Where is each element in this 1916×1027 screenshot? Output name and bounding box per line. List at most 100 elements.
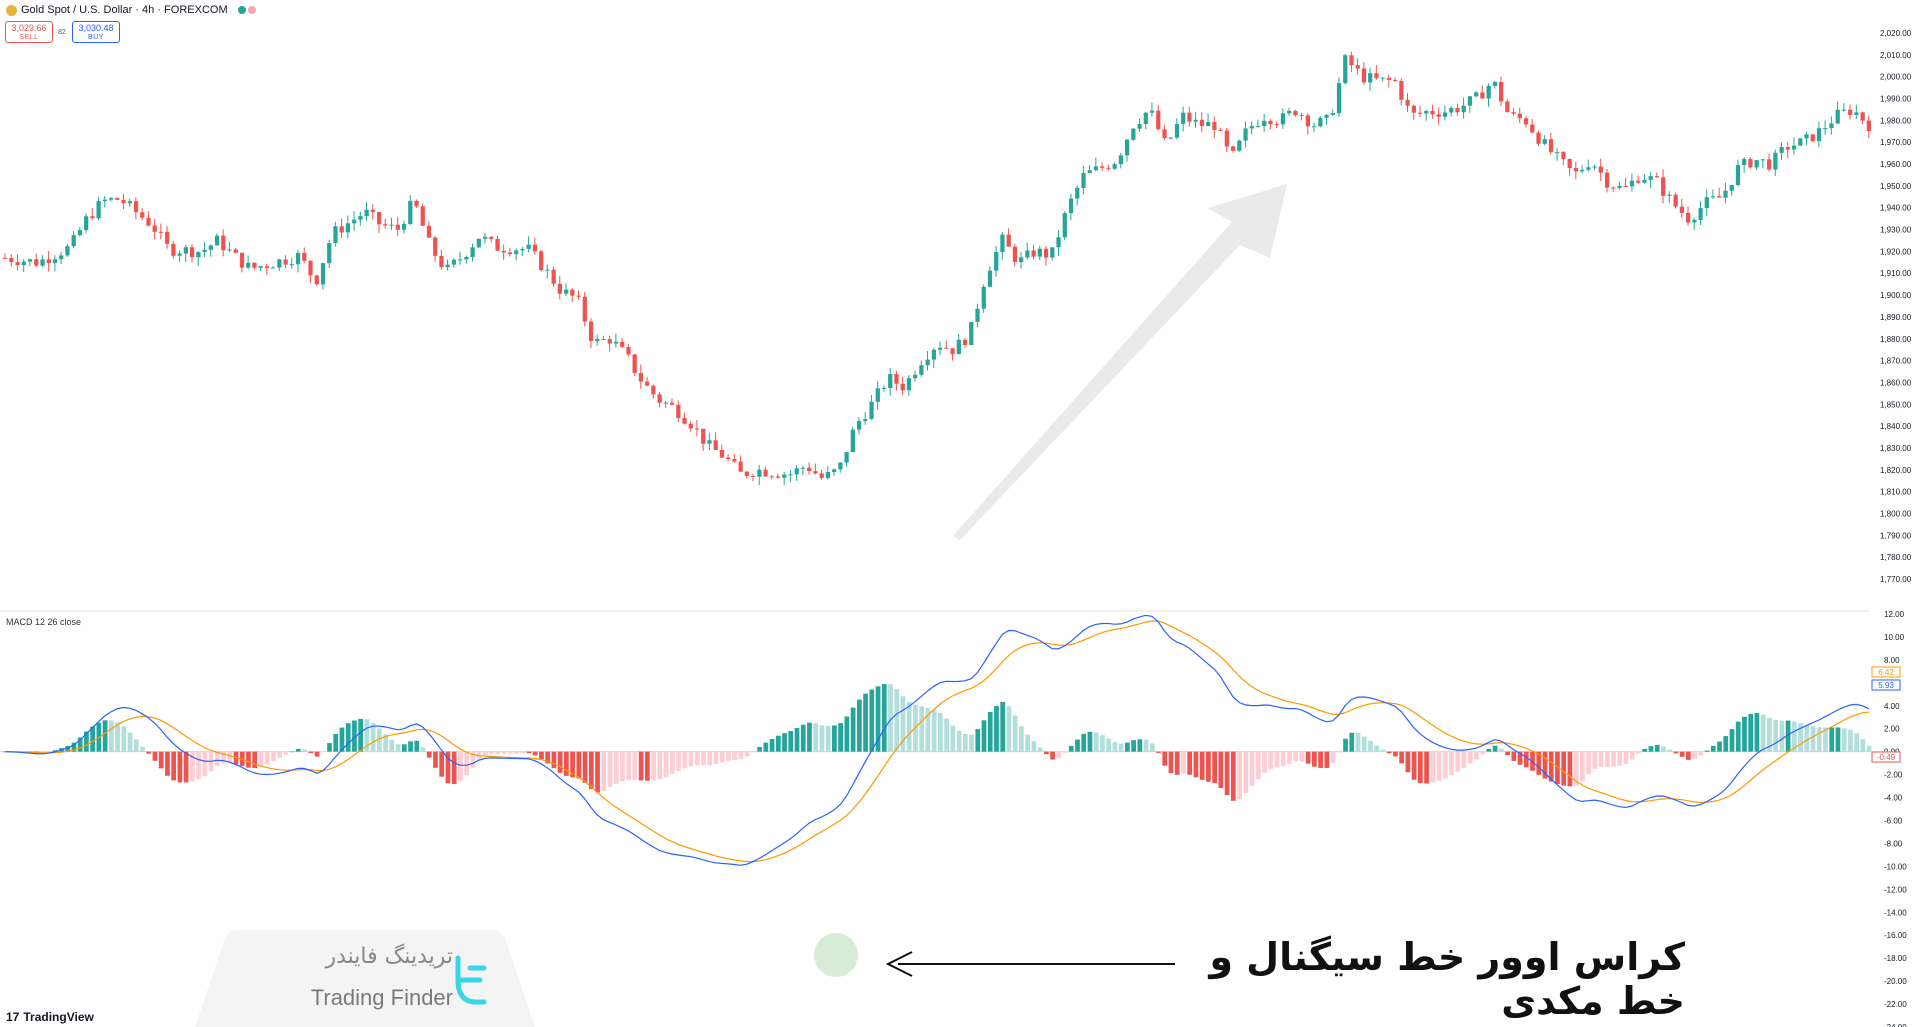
histogram-bar: [414, 740, 420, 752]
candle-body: [1810, 134, 1815, 142]
histogram-bar: [1642, 748, 1648, 752]
candle-body: [1100, 166, 1105, 168]
candle-body: [21, 261, 26, 266]
candle-body: [426, 225, 432, 238]
candle-body: [1336, 83, 1342, 114]
candle-body: [183, 247, 188, 254]
histogram-bar: [863, 693, 868, 752]
candle-body: [1860, 112, 1865, 121]
histogram-bar: [115, 722, 120, 752]
crossover-highlight: [814, 933, 858, 977]
symbol-title[interactable]: Gold Spot / U.S. Dollar · 4h · FOREXCOM: [21, 4, 228, 16]
tradingview-logo[interactable]: 17 TradingView: [6, 1010, 94, 1024]
histogram-bar: [1742, 716, 1747, 752]
histogram-bar: [470, 751, 476, 769]
histogram-bar: [246, 751, 251, 768]
symbol-header[interactable]: Gold Spot / U.S. Dollar · 4h · FOREXCOM: [6, 4, 256, 16]
histogram-bar: [171, 751, 177, 781]
candle-body: [626, 347, 631, 355]
candle-body: [1168, 137, 1173, 139]
histogram-bar: [794, 727, 800, 752]
signal-value-tag: 6.42: [1878, 668, 1894, 677]
candle-body: [1530, 124, 1535, 133]
candle-body: [127, 201, 132, 204]
candle-body: [757, 469, 762, 477]
candle-body: [202, 249, 207, 252]
histogram-bar: [906, 701, 912, 752]
candle-body: [1779, 147, 1784, 153]
candle-body: [1835, 109, 1840, 124]
candle-body: [358, 216, 363, 220]
candle-body: [1299, 115, 1304, 117]
histogram-bar: [1249, 751, 1255, 786]
candle-body: [588, 321, 594, 342]
candle-body: [1642, 179, 1647, 183]
price-tick-label: 1,830.00: [1880, 444, 1912, 453]
candle-body: [1654, 176, 1660, 178]
histogram-bar: [1268, 751, 1274, 770]
candle-body: [825, 472, 831, 478]
histogram-bar: [757, 746, 762, 752]
histogram-bar: [152, 751, 158, 761]
price-pane[interactable]: [3, 51, 1871, 485]
histogram-bar: [1000, 701, 1006, 752]
histogram-bar: [1442, 751, 1448, 779]
candle-body: [931, 349, 936, 360]
histogram-bar: [1125, 742, 1130, 752]
histogram-bar: [1561, 751, 1567, 786]
macd-legend-label[interactable]: MACD 12 26 close: [6, 617, 82, 627]
candle-body: [1312, 126, 1317, 128]
histogram-bar: [1436, 751, 1442, 781]
histogram-bar: [146, 751, 152, 754]
histogram-bar: [1648, 746, 1654, 752]
candle-body: [1268, 120, 1273, 125]
candle-body: [913, 374, 918, 379]
candle-body: [1031, 250, 1036, 257]
histogram-bar: [1499, 748, 1504, 752]
histogram-bar: [1100, 735, 1105, 752]
candle-body: [1062, 213, 1067, 238]
macd-axis[interactable]: 12.0010.008.006.004.002.000.00-2.00-4.00…: [1884, 610, 1907, 1027]
candle-body: [719, 449, 725, 458]
macd-tick-label: -12.00: [1884, 885, 1907, 894]
price-tick-label: 1,870.00: [1880, 357, 1912, 366]
candle-body: [320, 263, 326, 285]
candle-body: [962, 339, 968, 346]
price-axis[interactable]: 2,020.00 2,010.00 2,000.00 1,990.00 1,980.00…: [1880, 29, 1912, 584]
histogram-bar: [869, 689, 875, 752]
trend-arrow: [953, 184, 1287, 540]
buy-button[interactable]: 3,030.48 BUY: [72, 21, 120, 43]
candle-body: [451, 259, 457, 265]
candle-body: [701, 428, 706, 444]
candle-body: [1617, 185, 1622, 188]
candle-body: [133, 201, 139, 213]
candle-body: [1686, 212, 1691, 223]
histogram-bar: [1486, 748, 1492, 752]
histogram-bar: [1218, 751, 1224, 789]
sell-button[interactable]: 3,029.66 SELL: [5, 21, 53, 43]
histogram-bar: [327, 743, 332, 752]
histogram-bar: [121, 726, 127, 752]
candle-body: [1318, 117, 1323, 127]
candle-body: [1386, 77, 1392, 80]
macd-pane[interactable]: [0, 614, 1872, 866]
candle-body: [77, 230, 83, 236]
histogram-bar: [433, 751, 438, 768]
histogram-bar: [588, 751, 594, 790]
histogram-bar: [1012, 715, 1018, 752]
histogram-bar: [1037, 747, 1043, 752]
histogram-bar: [1025, 734, 1030, 752]
candle-body: [1019, 257, 1024, 263]
candle-body: [352, 219, 357, 224]
histogram-bar: [1187, 751, 1193, 775]
histogram-bar: [1455, 751, 1461, 772]
histogram-bar: [1841, 728, 1847, 752]
candle-body: [938, 347, 943, 350]
histogram-bar: [732, 751, 738, 761]
histogram-bar: [1336, 751, 1342, 753]
candle-body: [1405, 99, 1410, 106]
histogram-bar: [682, 751, 688, 769]
histogram-bar: [1056, 751, 1062, 759]
macd-value-tag: 5.93: [1878, 681, 1894, 690]
